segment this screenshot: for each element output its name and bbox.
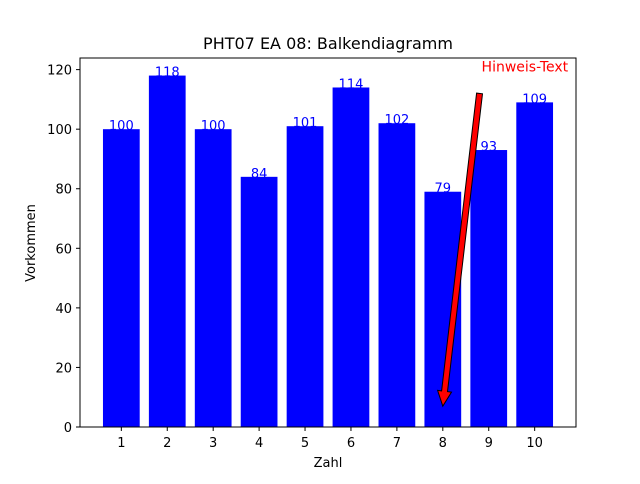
x-axis-label: Zahl [314, 456, 343, 471]
value-label-8: 79 [435, 182, 452, 197]
x-tick-label-1: 1 [117, 436, 125, 451]
x-tick-label-2: 2 [163, 436, 171, 451]
value-label-5: 101 [293, 116, 318, 131]
annotation-layer: Hinweis-Text [436, 59, 569, 408]
value-label-1: 100 [109, 119, 134, 134]
bar-3 [194, 129, 232, 427]
x-tick-label-4: 4 [255, 436, 263, 451]
x-tick-label-9: 9 [485, 436, 493, 451]
bar-1 [102, 129, 140, 427]
y-axis-label: Vorkommen [24, 204, 39, 282]
bar-7 [378, 123, 416, 427]
y-tick-label-40: 40 [55, 302, 72, 317]
plot-frame [79, 57, 577, 428]
y-tick-label-60: 60 [55, 242, 72, 257]
y-tick-label-0: 0 [64, 421, 72, 436]
value-labels-layer: 100 118 100 84 101 114 102 79 93 109 [109, 66, 547, 197]
value-label-10: 109 [522, 92, 547, 107]
y-tick-label-100: 100 [47, 123, 72, 138]
value-label-9: 93 [480, 140, 497, 155]
value-label-4: 84 [251, 167, 268, 182]
y-tick-label-80: 80 [55, 183, 72, 198]
value-label-6: 114 [339, 77, 364, 92]
value-label-7: 102 [384, 113, 409, 128]
bar-10 [516, 102, 554, 427]
bars-layer [102, 75, 554, 428]
x-tick-label-6: 6 [347, 436, 355, 451]
bar-6 [332, 87, 370, 428]
x-tick-label-3: 3 [209, 436, 217, 451]
x-tick-label-7: 7 [393, 436, 401, 451]
annotation-text: Hinweis-Text [482, 59, 569, 75]
value-label-2: 118 [155, 66, 180, 81]
annotation-arrow [436, 92, 484, 408]
bar-5 [286, 126, 324, 428]
chart-title: PHT07 EA 08: Balkendiagramm [203, 34, 453, 53]
bar-4 [240, 176, 278, 427]
x-tick-label-10: 10 [526, 436, 543, 451]
x-tick-label-8: 8 [439, 436, 447, 451]
y-tick-label-120: 120 [47, 64, 72, 79]
bar-2 [148, 75, 186, 428]
bar-9 [470, 150, 508, 427]
value-label-3: 100 [201, 119, 226, 134]
y-tick-label-20: 20 [55, 361, 72, 376]
x-tick-label-5: 5 [301, 436, 309, 451]
